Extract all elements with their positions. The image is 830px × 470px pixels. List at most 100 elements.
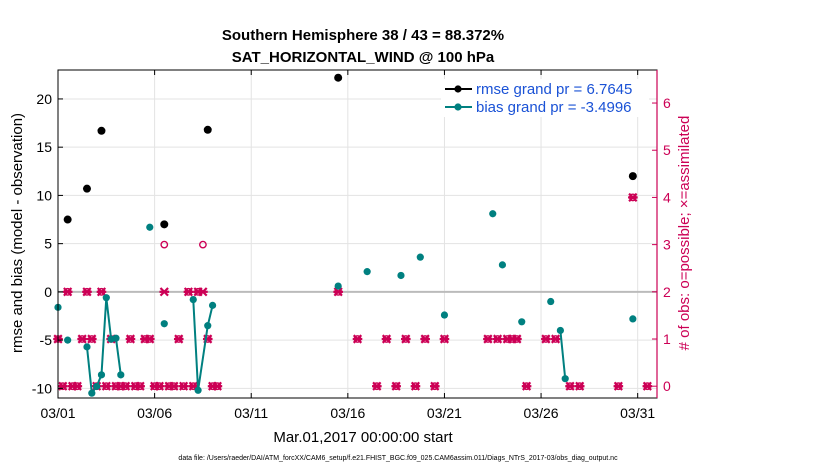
- bias-point: [83, 343, 91, 351]
- bias-point: [146, 223, 154, 231]
- bias-point: [112, 334, 120, 342]
- obs-count-layer: [53, 192, 653, 391]
- bias-point: [363, 268, 371, 276]
- right-y-tick-label: 2: [663, 284, 671, 300]
- right-y-tick-label: 3: [663, 237, 671, 253]
- obs-assimilated-marker: [62, 287, 73, 297]
- x-tick-label: 03/21: [427, 405, 462, 421]
- obs-assimilated-marker: [77, 334, 87, 344]
- obs-assimilated-marker: [154, 381, 165, 391]
- obs-assimilated-marker: [613, 381, 624, 391]
- bias-point: [629, 315, 637, 323]
- bias-point: [88, 389, 96, 397]
- legend-bias-label: bias grand pr = -3.4996: [476, 99, 632, 116]
- footnote: data file: /Users/raeder/DAI/ATM_forcXX/…: [178, 455, 618, 462]
- x-tick-label: 03/31: [620, 405, 655, 421]
- obs-assimilated-marker: [87, 334, 97, 344]
- obs-assimilated-marker: [574, 381, 585, 391]
- obs-assimilated-marker: [391, 381, 401, 391]
- legend-bias-marker: [454, 103, 462, 111]
- bias-point: [416, 253, 424, 261]
- legend-box: [441, 79, 649, 117]
- obs-assimilated-marker: [541, 334, 551, 344]
- left-y-tick-label: 20: [36, 91, 52, 107]
- legend: rmse grand pr = 6.7645 bias grand pr = -…: [441, 79, 649, 117]
- left-y-axis-ticks: -10 -5 0 5 10 15 20: [32, 91, 63, 396]
- bias-point: [160, 320, 168, 328]
- rmse-point: [334, 73, 343, 82]
- legend-rmse-marker: [454, 85, 462, 93]
- obs-assimilated-marker: [72, 381, 83, 391]
- bias-point: [102, 294, 110, 302]
- obs-assimilated-marker: [212, 381, 223, 391]
- rmse-series: [63, 73, 637, 229]
- left-y-tick-label: 15: [36, 139, 52, 155]
- obs-assimilated-marker: [439, 334, 450, 344]
- bias-point: [97, 371, 106, 379]
- x-tick-label: 03/06: [137, 405, 172, 421]
- grid-lines: [57, 70, 657, 398]
- obs-assimilated-marker: [120, 381, 131, 391]
- obs-assimilated-marker: [125, 334, 136, 344]
- right-y-tick-label: 4: [663, 189, 671, 205]
- obs-assimilated-marker: [135, 381, 145, 391]
- bias-point: [556, 326, 564, 335]
- bias-point: [64, 336, 72, 344]
- right-y-tick-label: 0: [663, 378, 671, 394]
- x-axis-label: Mar.01,2017 00:00:00 start: [273, 429, 453, 446]
- obs-assimilated-marker: [420, 334, 430, 344]
- right-y-axis-ticks: 0 1 2 3 4 5 6: [652, 70, 671, 398]
- bias-point: [208, 301, 217, 309]
- left-y-tick-label: 0: [44, 284, 52, 300]
- bias-point: [204, 322, 212, 330]
- bias-point: [518, 318, 526, 326]
- obs-assimilated-marker: [169, 381, 179, 391]
- bias-point: [93, 382, 101, 391]
- chart-title-line2: SAT_HORIZONTAL_WIND @ 100 hPa: [232, 49, 495, 66]
- obs-assimilated-marker: [381, 334, 392, 344]
- obs-assimilated-marker: [521, 381, 532, 391]
- obs-assimilated-marker: [512, 334, 522, 344]
- left-y-tick-label: -10: [32, 380, 52, 396]
- right-y-axis-label: # of obs: o=possible; ×=assimilated: [676, 116, 693, 351]
- obs-assimilated-marker: [401, 334, 411, 344]
- plot-frame: [57, 69, 658, 399]
- legend-rmse-label: rmse grand pr = 6.7645: [476, 81, 632, 98]
- obs-assimilated-marker: [410, 381, 421, 391]
- bias-point: [334, 282, 342, 290]
- obs-assimilated-marker: [96, 287, 107, 297]
- bias-point: [498, 261, 507, 269]
- left-y-tick-label: 5: [44, 236, 52, 252]
- bias-line-segment: [559, 330, 567, 379]
- obs-assimilated-marker: [628, 192, 638, 203]
- bias-point: [489, 210, 497, 218]
- obs-assimilated-marker: [565, 381, 575, 391]
- rmse-point: [628, 172, 637, 181]
- bias-point: [189, 296, 197, 304]
- rmse-point: [63, 215, 72, 224]
- obs-assimilated-marker: [642, 381, 653, 391]
- x-axis-ticks: 03/01 03/06 03/11 03/16 03/21 03/26 03/31: [40, 70, 655, 421]
- bias-line-segment: [85, 297, 122, 396]
- obs-possible-marker: [160, 240, 169, 249]
- obs-assimilated-marker: [173, 334, 184, 344]
- bias-point: [194, 386, 202, 394]
- x-tick-label: 03/11: [234, 405, 268, 421]
- obs-assimilated-marker: [372, 381, 382, 391]
- rmse-point: [203, 125, 212, 134]
- bias-line-segment: [192, 299, 214, 391]
- rmse-point: [97, 126, 106, 135]
- left-y-tick-label: 10: [36, 187, 52, 203]
- obs-assimilated-marker: [178, 381, 189, 391]
- obs-assimilated-marker: [159, 287, 170, 297]
- x-tick-label: 03/26: [524, 405, 559, 421]
- obs-assimilated-marker: [144, 334, 155, 344]
- rmse-point: [160, 220, 169, 229]
- obs-assimilated-marker: [101, 381, 112, 391]
- chart-title-line1: Southern Hemisphere 38 / 43 = 88.372%: [222, 27, 504, 44]
- right-y-tick-label: 6: [663, 95, 671, 111]
- bias-point: [117, 371, 125, 379]
- obs-possible-marker: [199, 240, 207, 249]
- obs-assimilated-marker: [333, 287, 343, 297]
